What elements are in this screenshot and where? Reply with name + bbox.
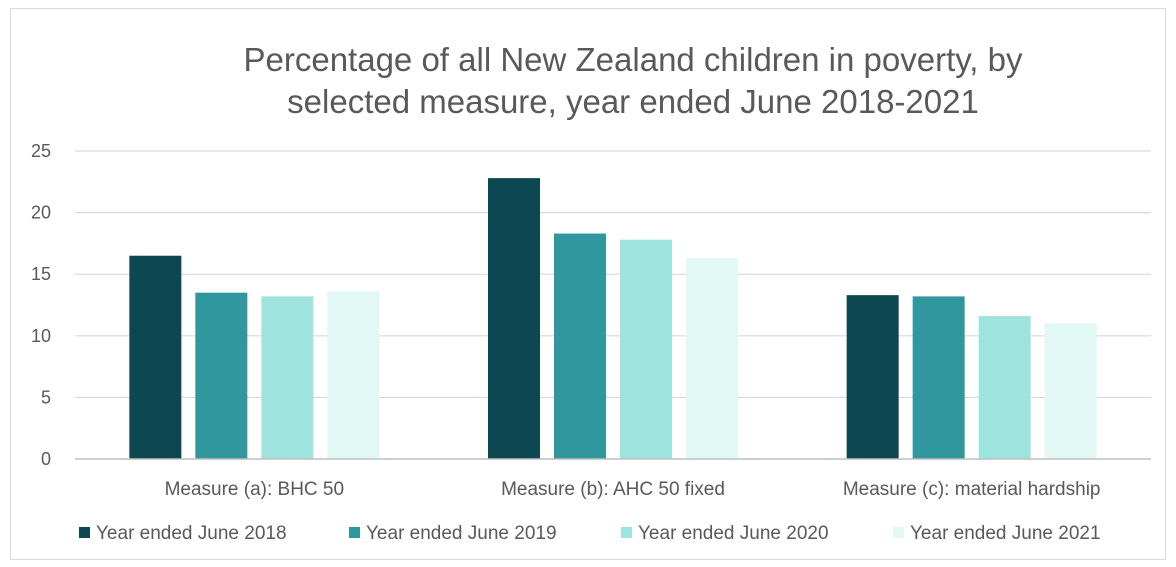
bar-2-series-3 <box>620 239 672 459</box>
chart-title-line: selected measure, year ended June 2018-2… <box>287 83 979 120</box>
bar-3-series-2 <box>912 296 965 459</box>
legend-label: Year ended June 2020 <box>638 523 829 544</box>
y-tick-label: 20 <box>31 203 51 223</box>
category-labels: Measure (a): BHC 50 Measure (b): AHC 50 f… <box>165 479 1101 500</box>
chart-container: Percentage of all New Zealand children i… <box>10 8 1166 560</box>
bar-chart: Percentage of all New Zealand children i… <box>31 41 1151 544</box>
bar-3-series-4 <box>1044 323 1097 459</box>
y-tick-label: 10 <box>31 326 51 346</box>
y-tick-label: 15 <box>31 264 51 284</box>
bar-1-series-2 <box>195 292 248 459</box>
bars <box>129 178 1097 459</box>
y-tick-label: 5 <box>41 387 51 407</box>
bar-2-series-4 <box>686 258 738 459</box>
bar-2-series-1 <box>488 178 540 459</box>
legend-label: Year ended June 2019 <box>366 523 557 544</box>
bar-2-series-2 <box>554 233 606 459</box>
gridlines <box>75 150 1151 398</box>
legend: Year ended June 2018 Year ended June 2019… <box>79 523 1101 544</box>
y-tick-label: 25 <box>31 141 51 161</box>
bar-1-series-4 <box>327 291 380 459</box>
bar-1-series-1 <box>129 255 182 459</box>
bar-3-series-3 <box>978 316 1031 459</box>
legend-swatch <box>621 527 632 538</box>
chart-title-line: Percentage of all New Zealand children i… <box>244 41 1023 78</box>
legend-label: Year ended June 2018 <box>96 523 287 544</box>
bar-1-series-3 <box>261 296 314 459</box>
category-label: Measure (c): material hardship <box>843 479 1101 500</box>
legend-swatch <box>893 527 904 538</box>
legend-swatch <box>349 527 360 538</box>
chart-title: Percentage of all New Zealand children i… <box>244 41 1023 120</box>
y-tick-label: 0 <box>41 449 51 469</box>
category-label: Measure (b): AHC 50 fixed <box>501 479 725 500</box>
bar-3-series-1 <box>846 295 899 459</box>
y-axis-ticks: 0 5 10 15 20 25 <box>31 141 51 469</box>
legend-swatch <box>79 527 90 538</box>
category-label: Measure (a): BHC 50 <box>165 479 345 500</box>
legend-label: Year ended June 2021 <box>910 523 1101 544</box>
